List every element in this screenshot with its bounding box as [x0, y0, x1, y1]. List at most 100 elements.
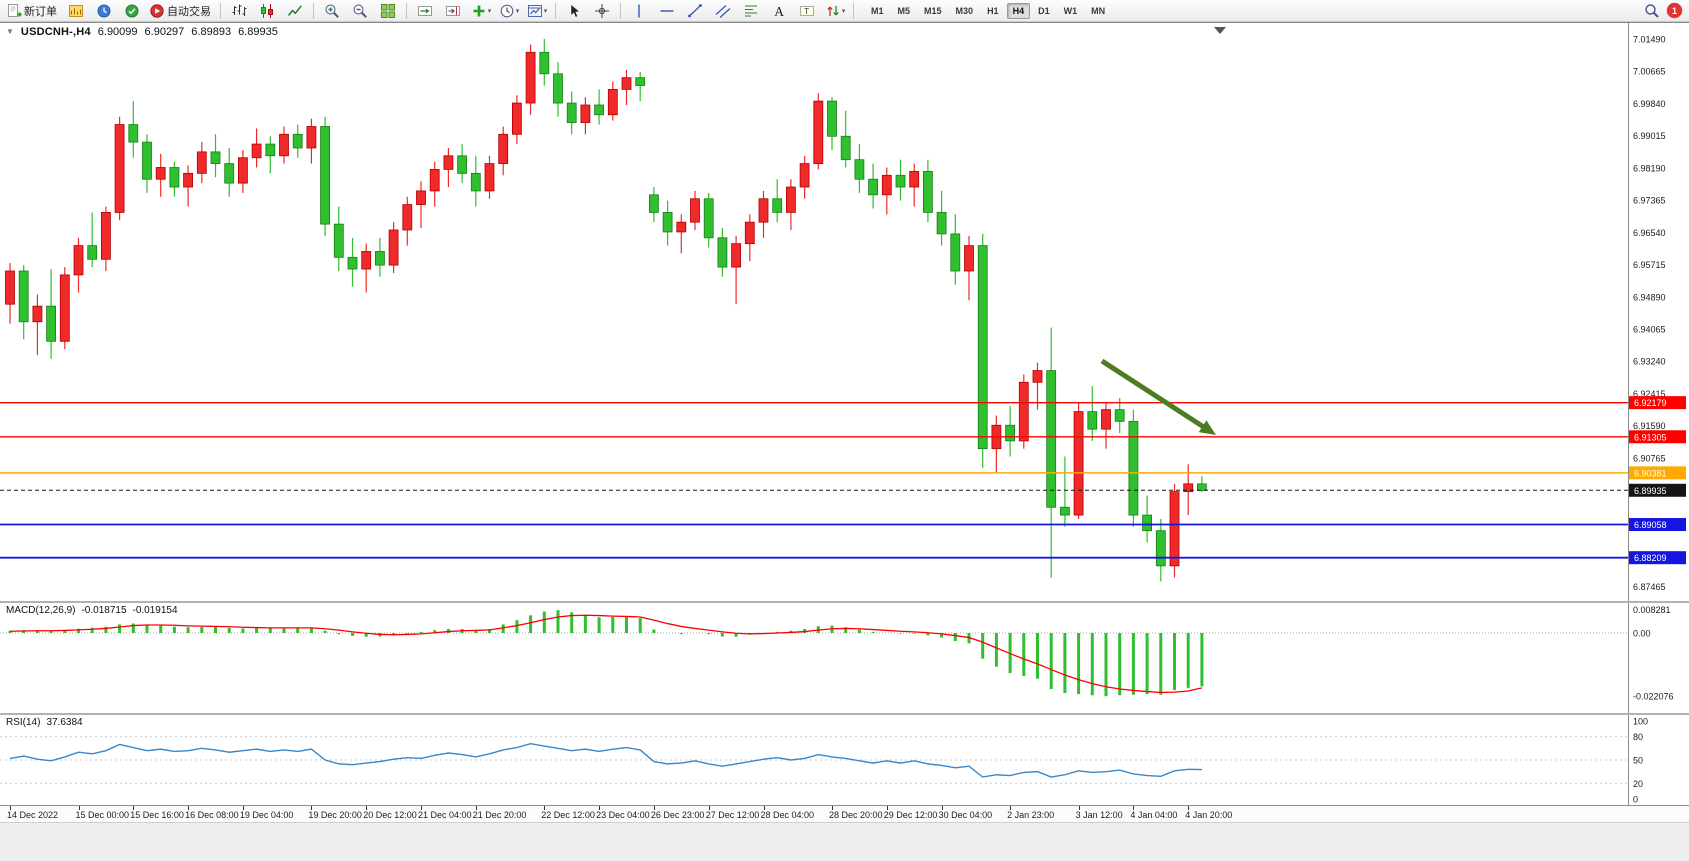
- price-line-badge: [1629, 551, 1686, 565]
- time-axis-tick: [763, 806, 765, 810]
- line-chart-mode-button[interactable]: [281, 0, 309, 22]
- dropdown-arrow-icon[interactable]: ▾: [841, 7, 846, 15]
- dropdown-arrow-icon[interactable]: ▾: [487, 7, 492, 15]
- candle-body: [868, 178, 878, 196]
- toolbar-separator: [220, 2, 221, 19]
- cursor-icon: [566, 3, 582, 19]
- candle-body: [484, 163, 495, 192]
- market-watch-icon: [96, 3, 112, 19]
- time-axis-label: 30 Dec 04:00: [938, 810, 993, 820]
- new-chart-button[interactable]: [62, 0, 90, 22]
- rsi-axis-label: 50: [1633, 756, 1643, 766]
- time-axis-label: 4 Jan 20:00: [1185, 810, 1233, 820]
- timeframe-m1-button[interactable]: M1: [871, 5, 884, 16]
- timeframe-h4-button[interactable]: H4: [1006, 2, 1031, 19]
- quick-trade-collapse-icon[interactable]: ▼: [6, 27, 14, 36]
- rsi-panel: 100 80 50 20 0 RSI(14) 37.6384: [0, 715, 1689, 805]
- macd-signal-line: [9, 614, 1203, 694]
- timeframe-d1-button[interactable]: D1: [1038, 5, 1050, 16]
- trendline-button[interactable]: [681, 0, 709, 22]
- periods-button[interactable]: ▾: [495, 0, 523, 22]
- notification-badge[interactable]: 1: [1667, 3, 1682, 18]
- candle-body: [539, 51, 550, 75]
- data-window-button[interactable]: [118, 0, 146, 22]
- chart-shift-marker-icon[interactable]: [1214, 27, 1226, 34]
- zoom-out-button[interactable]: [346, 0, 374, 22]
- arrows-button[interactable]: ▾: [821, 0, 849, 22]
- candle-body: [237, 157, 248, 184]
- chart-shift-icon: [445, 3, 461, 19]
- market-watch-button[interactable]: [90, 0, 118, 22]
- candle-body: [881, 174, 892, 196]
- candle-body: [279, 133, 289, 157]
- dropdown-arrow-icon[interactable]: ▾: [515, 7, 520, 15]
- indicators-button[interactable]: ▾: [467, 0, 495, 22]
- low-value: 6.89893: [191, 26, 232, 38]
- timeframe-w1-button[interactable]: W1: [1063, 5, 1078, 16]
- data-window-icon: [124, 3, 140, 19]
- time-axis-label: 19 Dec 04:00: [239, 810, 294, 820]
- search-icon[interactable]: [1644, 3, 1660, 19]
- vertical-line-button[interactable]: [625, 0, 653, 22]
- panel-divider[interactable]: [0, 713, 1689, 715]
- candle-body: [813, 100, 824, 164]
- fibonacci-button[interactable]: [737, 0, 765, 22]
- time-axis-label: 21 Dec 04:00: [418, 810, 472, 820]
- text-button[interactable]: A: [765, 0, 793, 22]
- timeframe-m5-button[interactable]: M5: [897, 5, 911, 16]
- zoom-in-icon: [324, 3, 340, 19]
- timeframe-h1-button[interactable]: H1: [987, 5, 999, 16]
- candle-body: [1169, 491, 1180, 567]
- price-axis-label: 6.92415: [1633, 389, 1666, 399]
- auto-trading-button[interactable]: 自动交易: [146, 0, 216, 22]
- time-axis-tick: [475, 806, 477, 810]
- text-label-icon: T: [799, 3, 815, 19]
- timeframe-mn-button[interactable]: MN: [1091, 5, 1106, 16]
- dropdown-arrow-icon[interactable]: ▾: [543, 7, 548, 15]
- price-axis-label: 6.93240: [1633, 357, 1666, 367]
- price-line-badge: [1629, 466, 1686, 480]
- price-axis-label: 6.87465: [1633, 582, 1666, 592]
- time-axis-label: 15 Dec 00:00: [75, 810, 130, 820]
- rsi-chart-canvas[interactable]: 100 80 50 20 0: [0, 715, 1689, 805]
- svg-text:T: T: [804, 5, 809, 15]
- trend-arrow-line[interactable]: [1100, 358, 1209, 432]
- templates-button[interactable]: ▾: [523, 0, 551, 22]
- price-chart-canvas[interactable]: 7.01490 7.00665 6.99840 6.99015 6.98190 6.973…: [0, 23, 1689, 601]
- timeframe-m30-button[interactable]: M30: [955, 5, 974, 16]
- time-axis-label: 4 Jan 04:00: [1130, 810, 1178, 820]
- price-axis-label: 6.90765: [1633, 453, 1666, 463]
- time-axis-label: 15 Dec 16:00: [130, 810, 184, 820]
- cursor-button[interactable]: [560, 0, 588, 22]
- zoom-in-button[interactable]: [318, 0, 346, 22]
- candle-body: [1005, 424, 1015, 442]
- price-axis-label: 6.95715: [1633, 260, 1666, 270]
- horizontal-line-button[interactable]: [653, 0, 681, 22]
- price-line-badge-label: 6.88209: [1634, 553, 1667, 563]
- time-axis-tick: [188, 806, 190, 810]
- auto-scroll-button[interactable]: [411, 0, 439, 22]
- panel-divider[interactable]: [0, 601, 1689, 603]
- candle-body: [1142, 514, 1152, 532]
- timeframe-m15-button[interactable]: M15: [924, 5, 942, 16]
- crosshair-button[interactable]: [588, 0, 616, 22]
- macd-title: MACD(12,26,9): [6, 605, 76, 616]
- candle-body: [731, 243, 741, 268]
- candlestick-mode-button[interactable]: [253, 0, 281, 22]
- new-order-button[interactable]: 新订单: [3, 0, 62, 22]
- bar-chart-mode-button[interactable]: [225, 0, 253, 22]
- text-icon: A: [771, 3, 787, 19]
- equidistant-channel-button[interactable]: [709, 0, 737, 22]
- candle-body: [251, 143, 262, 159]
- tile-windows-button[interactable]: [374, 0, 402, 22]
- chart-window: 7.01490 7.00665 6.99840 6.99015 6.98190 6.973…: [0, 22, 1689, 861]
- time-axis-tick: [366, 806, 368, 810]
- time-axis-tick: [311, 806, 313, 810]
- text-label-button[interactable]: T: [793, 0, 821, 22]
- candle-body: [320, 126, 331, 225]
- candle-body: [155, 167, 166, 180]
- time-axis[interactable]: 14 Dec 2022 15 Dec 00:00 15 Dec 16:00 16 De…: [0, 805, 1689, 822]
- chart-shift-button[interactable]: [439, 0, 467, 22]
- macd-chart-canvas[interactable]: 0.008281 0.00 -0.022076: [0, 603, 1689, 713]
- time-axis-label: 21 Dec 20:00: [472, 810, 527, 820]
